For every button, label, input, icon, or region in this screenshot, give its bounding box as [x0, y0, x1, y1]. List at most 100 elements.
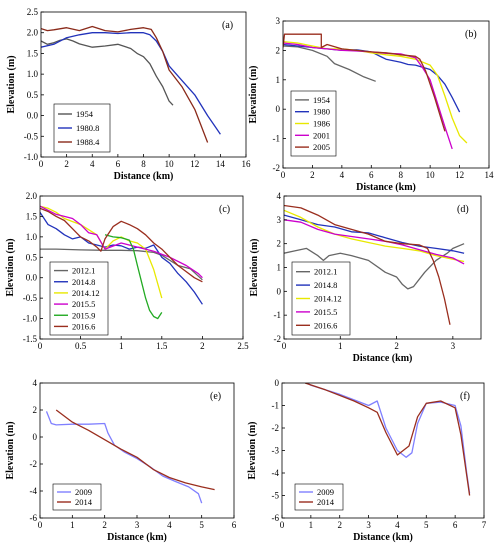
y-tick-label: 1.0 [26, 232, 38, 242]
x-tick-label: 0 [38, 341, 43, 351]
x-tick-label: 1 [70, 520, 75, 530]
x-tick-label: 10 [426, 170, 436, 180]
chart-panel: 0 0.5 1 1.5 2 2.5 -1.5 -1.0 -0.5 0.0 0.5 1.0 1.5 2.0 (… [5, 191, 249, 351]
x-tick-label: 0.5 [75, 341, 87, 351]
series-line [40, 205, 203, 279]
series-line [283, 40, 468, 144]
chart-panel: 0 1 2 3 4 5 6 -6 -4 -2 0 2 4 (e) Distance (km) Elevatio… [5, 378, 237, 543]
x-tick-label: 6 [369, 170, 374, 180]
y-tick-label: -6 [30, 513, 38, 523]
y-tick-label: 0.0 [26, 273, 38, 283]
chart-panel: 0 1 2 3 -2 -1 0 1 2 3 4 (d) Distance (km) Elevation (… [249, 191, 482, 364]
x-tick-label: 2 [64, 159, 69, 169]
y-tick-label: 2.0 [26, 191, 38, 201]
x-tick-label: 1 [338, 341, 343, 351]
x-axis-label: Distance (km) [356, 182, 416, 193]
y-axis-label: Elevation (m) [5, 238, 16, 296]
legend-entry: 2014 [75, 497, 93, 507]
y-tick-label: 1 [277, 263, 282, 273]
chart-panel: 0 1 2 3 4 5 6 7 -6 -5 -4 -3 -2 -1 0 (f) Distance (km) Ele… [247, 378, 487, 543]
legend-entry: 2014.8 [72, 277, 95, 287]
y-tick-label: -2 [273, 163, 281, 173]
y-tick-label: 4 [277, 191, 282, 201]
y-tick-label: 0.5 [27, 90, 39, 100]
y-tick-label: 0 [33, 432, 38, 442]
series-line [283, 33, 446, 132]
x-tick-label: 0 [39, 159, 44, 169]
y-tick-label: -1.5 [23, 334, 38, 344]
panel-label: (c) [219, 204, 230, 215]
x-tick-label: 0 [38, 520, 43, 530]
legend-entry: 2012.1 [72, 266, 95, 276]
x-tick-label: 16 [242, 159, 252, 169]
series-line [40, 211, 203, 305]
x-tick-label: 14 [216, 159, 226, 169]
x-tick-label: 2 [310, 170, 315, 180]
series-line [284, 243, 465, 290]
legend-entry: 2001 [313, 130, 330, 140]
x-axis-label: Distance (km) [114, 171, 174, 182]
legend-box [294, 483, 344, 511]
legend-entry: 2014.12 [314, 294, 342, 304]
legend-entry: 2016.6 [72, 321, 95, 331]
y-tick-label: -1.0 [24, 152, 39, 162]
x-tick-label: 1.5 [156, 341, 168, 351]
plot-frame [282, 20, 490, 169]
series-line [41, 38, 174, 106]
x-tick-label: 3 [135, 520, 140, 530]
legend-entry: 2014.12 [72, 288, 100, 298]
x-tick-label: 2.5 [237, 341, 249, 351]
x-tick-label: 2 [200, 341, 205, 351]
x-tick-label: 2 [102, 520, 107, 530]
x-tick-label: 4 [395, 520, 400, 530]
x-tick-label: 6 [453, 520, 458, 530]
legend-entry: 2012.1 [314, 267, 337, 277]
x-tick-label: 12 [455, 170, 464, 180]
y-tick-label: -2 [30, 459, 38, 469]
panel-label: (a) [222, 20, 233, 31]
y-tick-label: -6 [272, 513, 280, 523]
y-tick-label: 3 [276, 16, 281, 26]
y-tick-label: -1.0 [23, 314, 38, 324]
series-line [104, 234, 163, 320]
x-tick-label: 1 [309, 520, 314, 530]
panel-label: (f) [460, 391, 470, 402]
legend-entry: 2009 [75, 487, 92, 497]
series-line [41, 32, 221, 135]
x-tick-label: 4 [167, 520, 172, 530]
series-line [41, 25, 209, 143]
y-tick-label: 0.5 [26, 252, 38, 262]
y-tick-label: 0.0 [27, 111, 39, 121]
x-tick-label: 4 [90, 159, 95, 169]
y-tick-label: -4 [30, 486, 38, 496]
legend-entry: 2015.9 [72, 310, 95, 320]
y-tick-label: -2 [274, 334, 282, 344]
x-tick-label: 7 [482, 520, 487, 530]
series-line [284, 214, 465, 254]
series-line [40, 205, 163, 299]
y-tick-label: -0.5 [23, 293, 38, 303]
y-axis-label: Elevation (m) [249, 238, 260, 296]
x-tick-label: 0 [280, 520, 285, 530]
panel-label: (b) [465, 29, 477, 40]
x-tick-label: 5 [199, 520, 204, 530]
y-tick-label: 1 [276, 75, 281, 85]
legend-entry: 2015.5 [314, 307, 337, 317]
y-tick-label: -3 [272, 446, 280, 456]
y-axis-label: Elevation (m) [248, 65, 259, 123]
y-tick-label: 1.0 [27, 69, 39, 79]
y-tick-label: -1 [274, 310, 282, 320]
legend-entry: 2016.6 [314, 320, 337, 330]
panel-label: (e) [210, 391, 221, 402]
y-tick-label: 0 [277, 286, 282, 296]
x-tick-label: 2 [337, 520, 342, 530]
y-tick-label: -2 [272, 423, 280, 433]
x-tick-label: 14 [485, 170, 494, 180]
legend-entry: 1954 [313, 95, 331, 105]
x-tick-label: 8 [141, 159, 146, 169]
x-tick-label: 0 [282, 341, 287, 351]
x-axis-label: Distance (km) [107, 532, 167, 543]
